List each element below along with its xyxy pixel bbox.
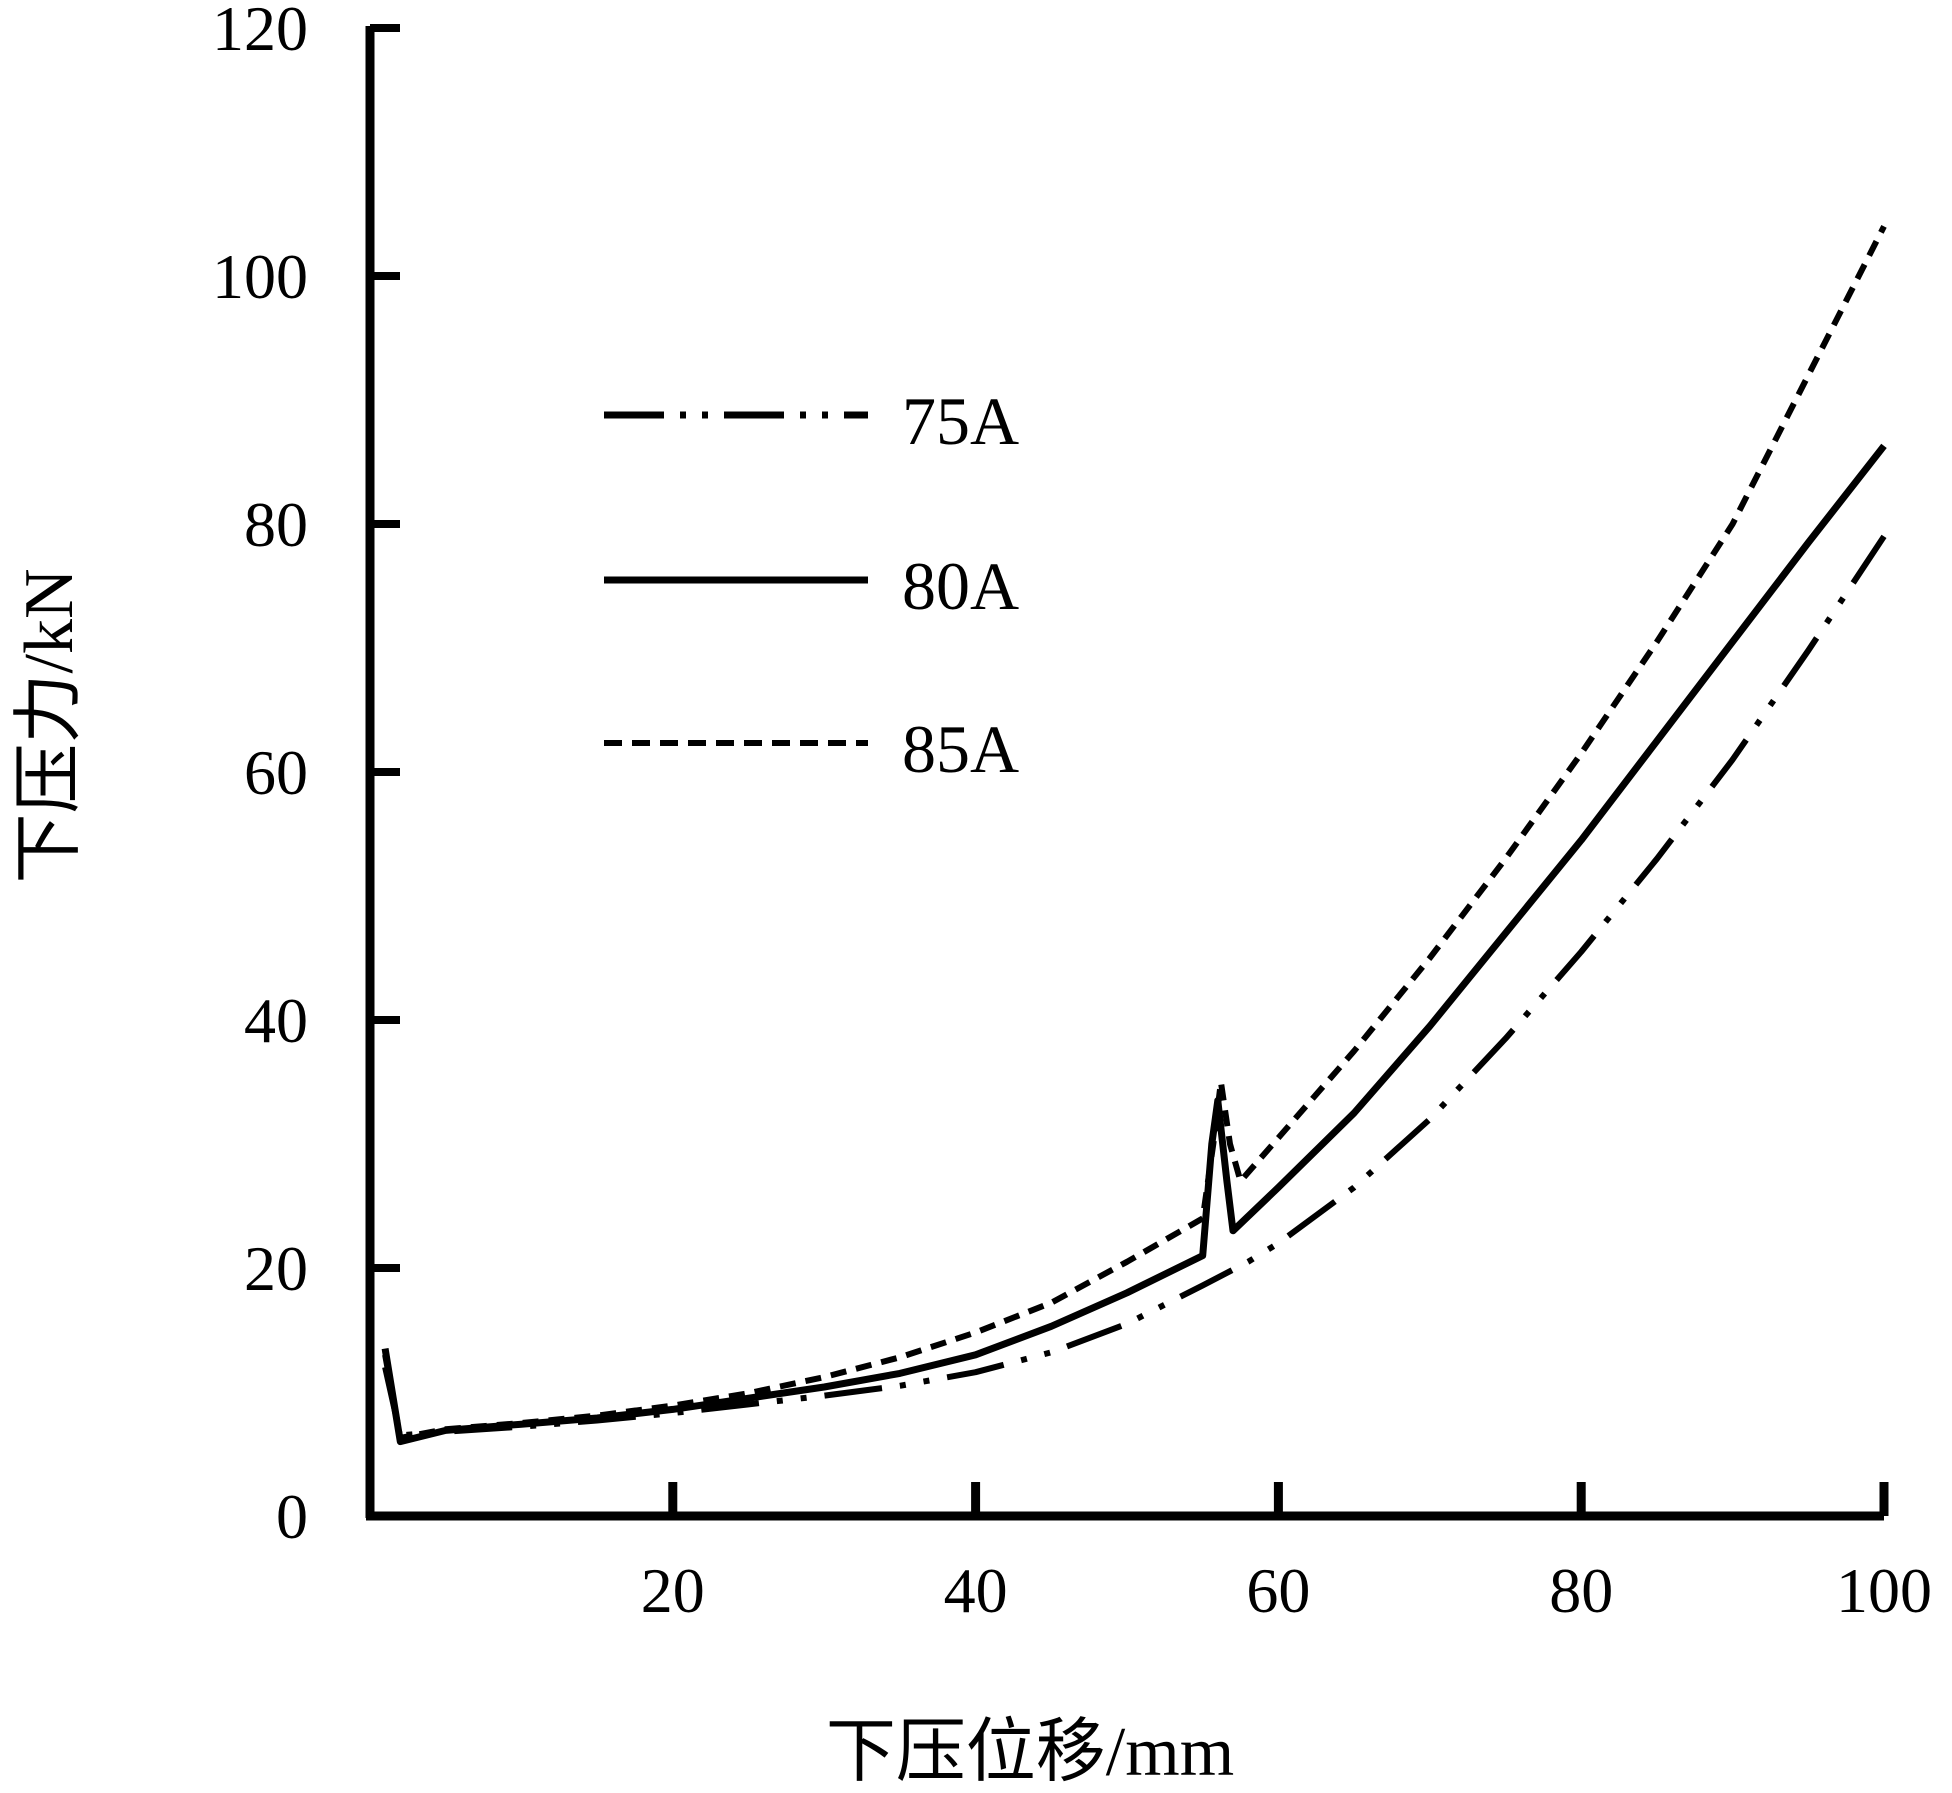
x-tick-label: 100 [1836, 1555, 1932, 1626]
y-axis-title: 下压力/kN [11, 569, 88, 884]
x-tick-label: 40 [944, 1555, 1008, 1626]
x-tick-label: 20 [641, 1555, 705, 1626]
series-line-75A [382, 534, 1887, 1439]
y-tick-label: 120 [212, 0, 308, 64]
series-line-85A [382, 225, 1887, 1441]
y-tick-label: 40 [244, 985, 308, 1056]
legend-label-85A: 85A [902, 711, 1019, 787]
y-tick-label: 0 [276, 1481, 308, 1552]
series-line-80A [381, 443, 1887, 1446]
legend: 75A 80A 85A [604, 383, 1019, 787]
y-tick-label: 80 [244, 489, 308, 560]
x-ticks: 20 40 60 80 100 [641, 1482, 1932, 1626]
y-tick-label: 20 [244, 1233, 308, 1304]
legend-label-75A: 75A [902, 383, 1019, 459]
x-axis-title: 下压位移/mm [826, 1714, 1234, 1791]
x-tick-label: 80 [1549, 1555, 1613, 1626]
series-lines [381, 225, 1887, 1446]
y-tick-label: 100 [212, 241, 308, 312]
y-tick-label: 60 [244, 737, 308, 808]
y-ticks: 0 20 40 60 80 100 120 [212, 0, 400, 1552]
x-tick-label: 60 [1246, 1555, 1310, 1626]
legend-label-80A: 80A [902, 548, 1019, 624]
